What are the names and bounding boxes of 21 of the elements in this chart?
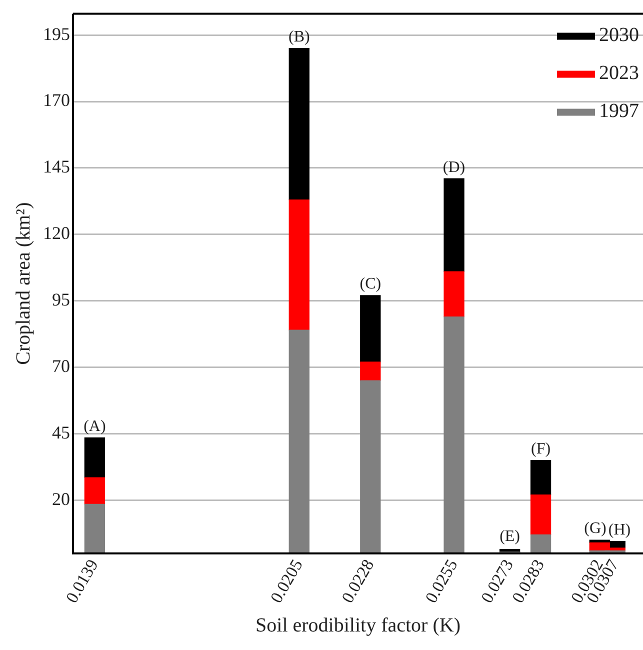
legend-label: 1997 bbox=[599, 100, 639, 122]
annotation: (B) bbox=[288, 28, 310, 46]
y-tick-label: 20 bbox=[52, 488, 70, 509]
annotation: (H) bbox=[608, 522, 631, 539]
y-tick-label: 45 bbox=[52, 422, 70, 442]
y-axis-title: Cropland area (km²) bbox=[12, 202, 34, 365]
annotation: (A) bbox=[84, 418, 106, 435]
legend-label: 2030 bbox=[599, 24, 639, 46]
y-tick-label: 95 bbox=[52, 290, 70, 310]
legend-label: 2023 bbox=[599, 62, 639, 84]
annotation: (E) bbox=[500, 528, 520, 546]
y-tick-label: 120 bbox=[43, 223, 70, 244]
y-tick-label: 70 bbox=[52, 356, 70, 376]
x-axis-title: Soil erodibility factor (K) bbox=[256, 614, 460, 636]
annotation: (D) bbox=[442, 158, 466, 176]
annotation: (G) bbox=[584, 520, 606, 538]
y-tick-label: 145 bbox=[43, 156, 70, 177]
y-tick-label: 195 bbox=[43, 24, 70, 44]
annotation: (F) bbox=[530, 440, 551, 458]
y-tick-label: 170 bbox=[43, 90, 70, 110]
annotation: (C) bbox=[360, 276, 382, 293]
